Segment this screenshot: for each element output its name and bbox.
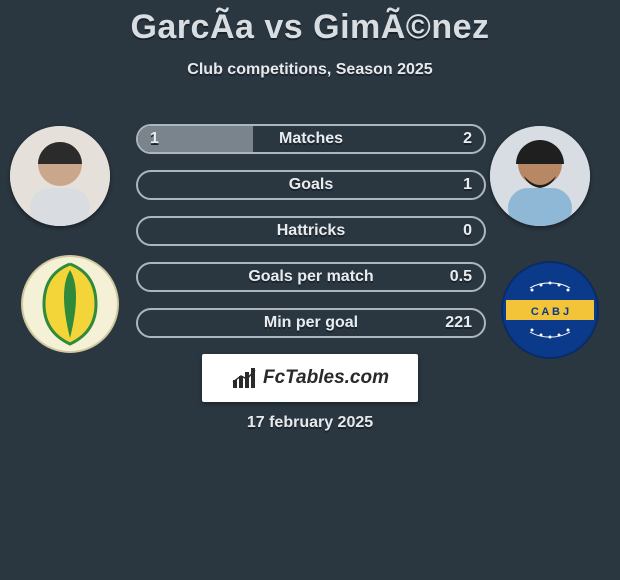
stat-label: Min per goal (138, 314, 484, 332)
club-right-crest: C A B J (500, 260, 600, 360)
stat-row-goals: Goals 1 (136, 170, 486, 200)
stat-label: Matches (138, 130, 484, 148)
page-subtitle: Club competitions, Season 2025 (0, 61, 620, 79)
svg-text:C A B J: C A B J (531, 306, 569, 318)
club-left-crest (20, 254, 120, 354)
page-title: GarcÃ­a vs GimÃ©nez (0, 0, 620, 47)
stat-value-right: 0.5 (450, 268, 472, 286)
player-left-avatar (10, 126, 110, 226)
footer-date: 17 february 2025 (0, 414, 620, 432)
stat-value-right: 2 (463, 130, 472, 148)
stat-row-hattricks: Hattricks 0 (136, 216, 486, 246)
stat-label: Goals (138, 176, 484, 194)
bar-chart-icon (231, 368, 257, 388)
stat-value-right: 0 (463, 222, 472, 240)
stat-row-matches: 1 Matches 2 (136, 124, 486, 154)
stat-label: Hattricks (138, 222, 484, 240)
stat-label: Goals per match (138, 268, 484, 286)
brand-badge: FcTables.com (202, 354, 418, 402)
stat-row-min-per-goal: Min per goal 221 (136, 308, 486, 338)
player-right-avatar (490, 126, 590, 226)
stat-row-goals-per-match: Goals per match 0.5 (136, 262, 486, 292)
brand-text: FcTables.com (263, 367, 389, 389)
stats-container: 1 Matches 2 Goals 1 Hattricks 0 Goals pe… (136, 124, 486, 354)
stat-value-right: 221 (445, 314, 472, 332)
stat-value-right: 1 (463, 176, 472, 194)
